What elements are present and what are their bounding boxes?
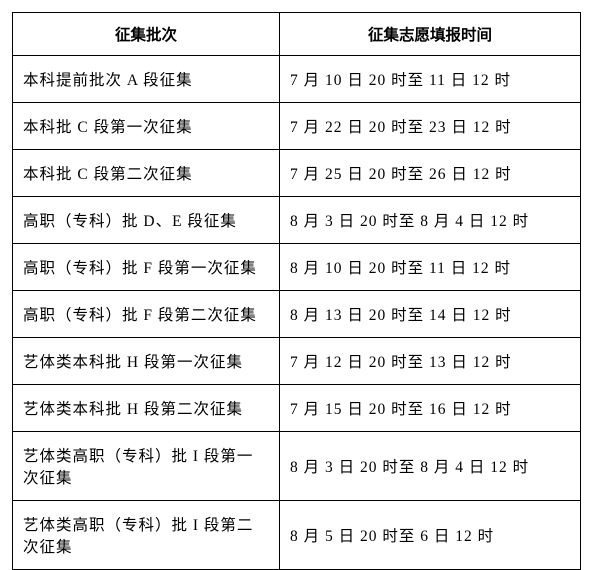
table-row: 艺体类高职（专科）批 I 段第二次征集 8 月 5 日 20 时至 6 日 12… — [13, 501, 581, 570]
header-batch: 征集批次 — [13, 13, 280, 56]
table-row: 本科批 C 段第一次征集 7 月 22 日 20 时至 23 日 12 时 — [13, 103, 581, 150]
cell-batch: 艺体类高职（专科）批 I 段第二次征集 — [13, 501, 280, 570]
table-row: 高职（专科）批 D、E 段征集 8 月 3 日 20 时至 8 月 4 日 12… — [13, 197, 581, 244]
table-row: 艺体类本科批 H 段第二次征集 7 月 15 日 20 时至 16 日 12 时 — [13, 385, 581, 432]
schedule-table: 征集批次 征集志愿填报时间 本科提前批次 A 段征集 7 月 10 日 20 时… — [12, 12, 581, 570]
cell-batch: 艺体类本科批 H 段第一次征集 — [13, 338, 280, 385]
cell-time: 8 月 10 日 20 时至 11 日 12 时 — [279, 244, 580, 291]
cell-time: 7 月 15 日 20 时至 16 日 12 时 — [279, 385, 580, 432]
cell-batch: 高职（专科）批 F 段第一次征集 — [13, 244, 280, 291]
table-row: 艺体类本科批 H 段第一次征集 7 月 12 日 20 时至 13 日 12 时 — [13, 338, 581, 385]
table-row: 艺体类高职（专科）批 I 段第一次征集 8 月 3 日 20 时至 8 月 4 … — [13, 432, 581, 501]
cell-batch: 本科批 C 段第二次征集 — [13, 150, 280, 197]
table-row: 本科批 C 段第二次征集 7 月 25 日 20 时至 26 日 12 时 — [13, 150, 581, 197]
table-row: 本科提前批次 A 段征集 7 月 10 日 20 时至 11 日 12 时 — [13, 56, 581, 103]
cell-time: 7 月 12 日 20 时至 13 日 12 时 — [279, 338, 580, 385]
cell-batch: 高职（专科）批 F 段第二次征集 — [13, 291, 280, 338]
cell-time: 8 月 5 日 20 时至 6 日 12 时 — [279, 501, 580, 570]
cell-batch: 艺体类本科批 H 段第二次征集 — [13, 385, 280, 432]
header-time: 征集志愿填报时间 — [279, 13, 580, 56]
cell-batch: 高职（专科）批 D、E 段征集 — [13, 197, 280, 244]
cell-time: 7 月 10 日 20 时至 11 日 12 时 — [279, 56, 580, 103]
cell-batch: 艺体类高职（专科）批 I 段第一次征集 — [13, 432, 280, 501]
cell-time: 8 月 13 日 20 时至 14 日 12 时 — [279, 291, 580, 338]
cell-time: 8 月 3 日 20 时至 8 月 4 日 12 时 — [279, 197, 580, 244]
table-header-row: 征集批次 征集志愿填报时间 — [13, 13, 581, 56]
table-row: 高职（专科）批 F 段第一次征集 8 月 10 日 20 时至 11 日 12 … — [13, 244, 581, 291]
cell-time: 7 月 25 日 20 时至 26 日 12 时 — [279, 150, 580, 197]
table-body: 本科提前批次 A 段征集 7 月 10 日 20 时至 11 日 12 时 本科… — [13, 56, 581, 570]
table-row: 高职（专科）批 F 段第二次征集 8 月 13 日 20 时至 14 日 12 … — [13, 291, 581, 338]
cell-time: 8 月 3 日 20 时至 8 月 4 日 12 时 — [279, 432, 580, 501]
cell-batch: 本科批 C 段第一次征集 — [13, 103, 280, 150]
cell-time: 7 月 22 日 20 时至 23 日 12 时 — [279, 103, 580, 150]
cell-batch: 本科提前批次 A 段征集 — [13, 56, 280, 103]
